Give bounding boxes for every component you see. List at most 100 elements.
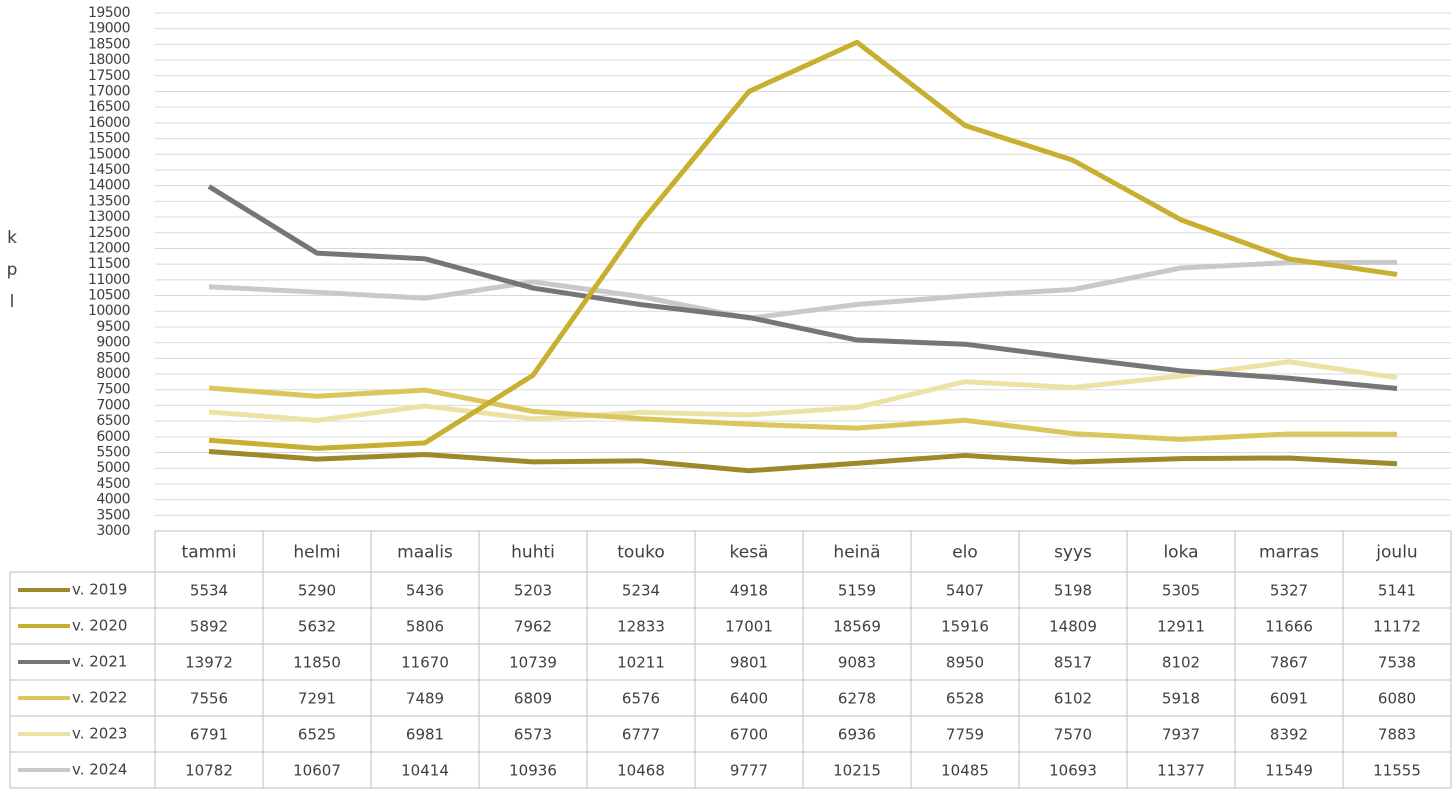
table-cell: 11670 xyxy=(401,654,449,672)
y-tick-label: 6000 xyxy=(96,429,130,445)
table-cell: 7570 xyxy=(1054,726,1092,744)
table-cell: 10485 xyxy=(941,762,989,780)
x-tick-label: huhti xyxy=(511,543,555,563)
series-line xyxy=(208,39,1398,451)
y-tick-label: 18000 xyxy=(88,52,130,68)
table-cell: 12833 xyxy=(617,618,665,636)
table-cell: 7759 xyxy=(946,726,984,744)
y-tick-label: 16500 xyxy=(88,99,130,115)
table-cell: 5198 xyxy=(1054,582,1092,600)
table-cell: 14809 xyxy=(1049,618,1097,636)
legend-label: v. 2019 xyxy=(72,581,127,599)
table-cell: 6400 xyxy=(730,690,768,708)
y-tick-label: 10500 xyxy=(88,288,130,304)
series-line xyxy=(208,385,1398,442)
y-tick-label: 4000 xyxy=(96,492,130,508)
table-cell: 5892 xyxy=(190,618,228,636)
table-cell: 6777 xyxy=(622,726,660,744)
table-cell: 11850 xyxy=(293,654,341,672)
table-cell: 6525 xyxy=(298,726,336,744)
y-tick-label: 18500 xyxy=(88,36,130,52)
table-cell: 10607 xyxy=(293,762,341,780)
y-tick-label: 11500 xyxy=(88,256,130,272)
y-tick-label: 3500 xyxy=(96,507,130,523)
y-tick-label: 4500 xyxy=(96,476,130,492)
table-cell: 11666 xyxy=(1265,618,1313,636)
table-cell: 5436 xyxy=(406,582,444,600)
table-cell: 5203 xyxy=(514,582,552,600)
y-tick-label: 15000 xyxy=(88,146,130,162)
table-cell: 8392 xyxy=(1270,726,1308,744)
x-tick-label: joulu xyxy=(1375,543,1417,563)
y-tick-label: 15500 xyxy=(88,131,130,147)
y-tick-label: 19500 xyxy=(88,5,130,21)
table-cell: 6102 xyxy=(1054,690,1092,708)
y-tick-label: 14000 xyxy=(88,178,130,194)
table-cell: 6576 xyxy=(622,690,660,708)
table-cell: 11377 xyxy=(1157,762,1205,780)
legend-label: v. 2021 xyxy=(72,653,127,671)
y-tick-label: 9500 xyxy=(96,319,130,335)
y-tick-label: 14500 xyxy=(88,162,130,178)
legend-label: v. 2024 xyxy=(72,761,127,779)
table-cell: 6791 xyxy=(190,726,228,744)
table-cell: 10739 xyxy=(509,654,557,672)
table-cell: 8517 xyxy=(1054,654,1092,672)
table-cell: 10468 xyxy=(617,762,665,780)
table-cell: 7489 xyxy=(406,690,444,708)
legend-label: v. 2022 xyxy=(72,689,127,707)
x-tick-label: touko xyxy=(617,543,664,563)
y-tick-label: 16000 xyxy=(88,115,130,131)
table-cell: 7962 xyxy=(514,618,552,636)
x-tick-label: loka xyxy=(1163,543,1198,563)
y-tick-label: 3000 xyxy=(96,523,130,539)
x-tick-label: maalis xyxy=(397,543,453,563)
y-tick-label: 6500 xyxy=(96,413,130,429)
table-cell: 6573 xyxy=(514,726,552,744)
series-line xyxy=(207,184,1398,392)
y-tick-label: 17000 xyxy=(88,83,130,99)
y-tick-label: 17500 xyxy=(88,68,130,84)
y-tick-label: 12000 xyxy=(88,240,130,256)
table-cell: 6528 xyxy=(946,690,984,708)
legend-label: v. 2020 xyxy=(72,617,127,635)
y-tick-label: 11000 xyxy=(88,272,130,288)
y-tick-label: 13500 xyxy=(88,193,130,209)
x-tick-label: helmi xyxy=(293,543,340,563)
table-cell: 5806 xyxy=(406,618,444,636)
table-cell: 5305 xyxy=(1162,582,1200,600)
table-cell: 4918 xyxy=(730,582,768,600)
table-cell: 9083 xyxy=(838,654,876,672)
table-cell: 8950 xyxy=(946,654,984,672)
table-cell: 9801 xyxy=(730,654,768,672)
table-cell: 5327 xyxy=(1270,582,1308,600)
x-tick-label: heinä xyxy=(833,543,880,563)
table-cell: 6700 xyxy=(730,726,768,744)
x-tick-label: syys xyxy=(1054,543,1092,563)
series-line xyxy=(208,259,1398,321)
table-cell: 10215 xyxy=(833,762,881,780)
series-line xyxy=(208,448,1398,474)
table-cell: 10782 xyxy=(185,762,233,780)
y-tick-label: 8000 xyxy=(96,366,130,382)
y-tick-label: 9000 xyxy=(96,335,130,351)
x-tick-label: marras xyxy=(1259,543,1319,563)
table-cell: 10936 xyxy=(509,762,557,780)
x-tick-label: kesä xyxy=(730,543,769,563)
table-cell: 6936 xyxy=(838,726,876,744)
table-cell: 5159 xyxy=(838,582,876,600)
table-cell: 5234 xyxy=(622,582,660,600)
table-cell: 10693 xyxy=(1049,762,1097,780)
table-cell: 5141 xyxy=(1378,582,1416,600)
table-cell: 5407 xyxy=(946,582,984,600)
y-tick-label: 7000 xyxy=(96,397,130,413)
y-tick-label: 12500 xyxy=(88,225,130,241)
table-cell: 11555 xyxy=(1373,762,1421,780)
table-cell: 7538 xyxy=(1378,654,1416,672)
table-cell: 8102 xyxy=(1162,654,1200,672)
table-cell: 6981 xyxy=(406,726,444,744)
table-cell: 6091 xyxy=(1270,690,1308,708)
y-tick-label: 5500 xyxy=(96,445,130,461)
